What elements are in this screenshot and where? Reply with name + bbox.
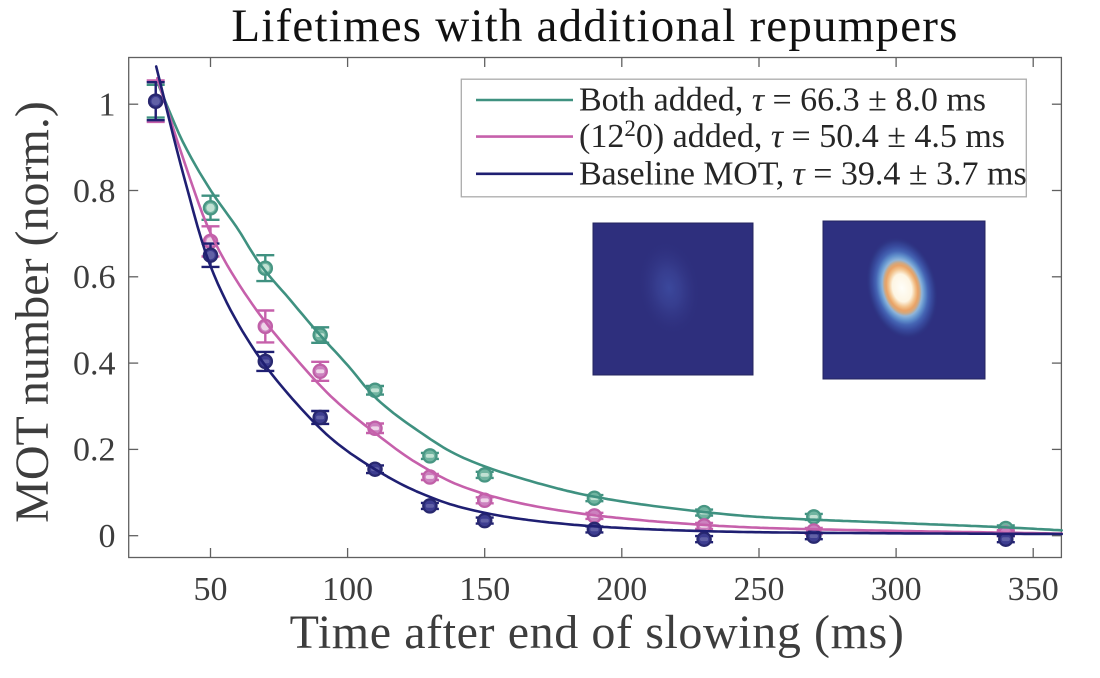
svg-text:(1220) added, τ = 50.4 ± 4.5 m: (1220) added, τ = 50.4 ± 4.5 ms <box>579 116 1005 155</box>
svg-text:Time after end of slowing (ms): Time after end of slowing (ms) <box>290 606 905 659</box>
svg-text:150: 150 <box>459 571 510 608</box>
svg-text:0.2: 0.2 <box>73 432 116 469</box>
svg-text:50: 50 <box>194 571 228 608</box>
svg-text:0.6: 0.6 <box>73 259 116 296</box>
svg-text:300: 300 <box>871 571 922 608</box>
svg-text:250: 250 <box>734 571 785 608</box>
svg-text:0.8: 0.8 <box>73 173 116 210</box>
svg-text:100: 100 <box>322 571 373 608</box>
svg-text:200: 200 <box>596 571 647 608</box>
svg-text:0: 0 <box>99 518 116 555</box>
svg-text:Both added, τ = 66.3 ± 8.0 ms: Both added, τ = 66.3 ± 8.0 ms <box>579 82 986 119</box>
svg-text:Baseline MOT, τ = 39.4 ± 3.7 m: Baseline MOT, τ = 39.4 ± 3.7 ms <box>579 155 1027 192</box>
svg-text:MOT number (norm.): MOT number (norm.) <box>6 101 59 523</box>
svg-text:0.4: 0.4 <box>73 345 116 382</box>
svg-text:1: 1 <box>99 87 116 124</box>
svg-text:350: 350 <box>1008 571 1059 608</box>
svg-text:Lifetimes with additional repu: Lifetimes with additional repumpers <box>231 0 958 52</box>
